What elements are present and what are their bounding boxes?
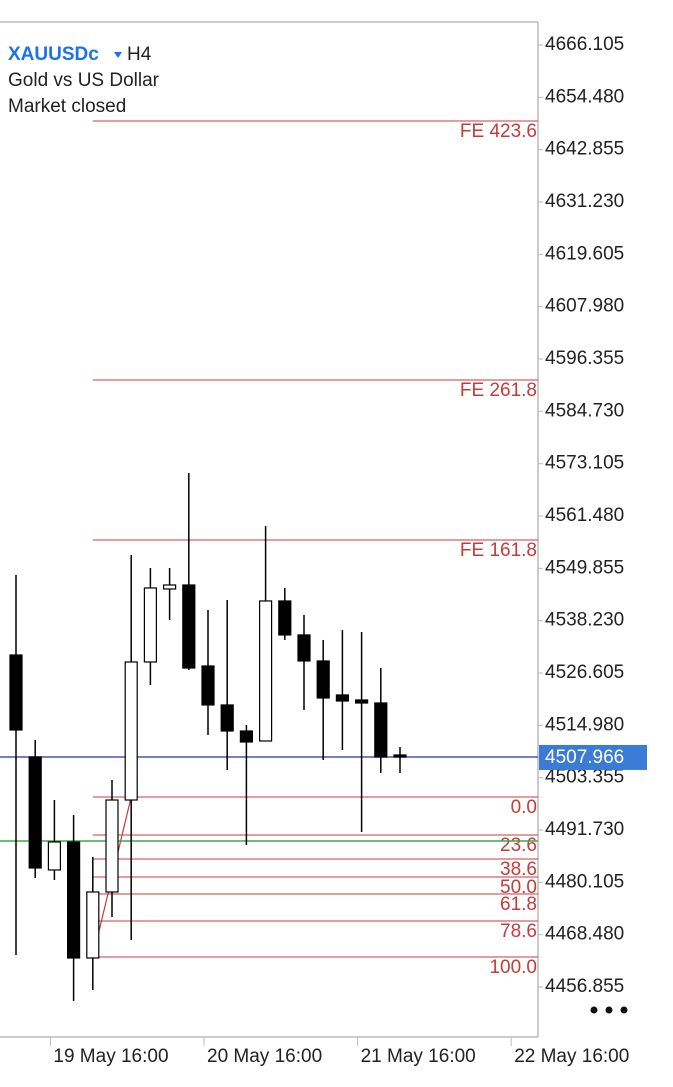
candle-body xyxy=(201,665,215,706)
symbol[interactable]: XAUUSDc xyxy=(8,44,99,65)
y-tick-label: 4642.855 xyxy=(545,139,624,160)
candle-body xyxy=(239,730,253,743)
y-tick-label: 4526.605 xyxy=(545,662,624,683)
fibo-label: 0.0 xyxy=(511,797,537,818)
current-price-box xyxy=(539,744,647,770)
fibo-label: 61.8 xyxy=(500,894,537,915)
candle-body xyxy=(355,699,369,704)
y-tick-label: 4456.855 xyxy=(545,976,624,997)
y-tick-label: 4607.980 xyxy=(545,296,624,317)
fibo-label: FE 261.8 xyxy=(460,380,537,401)
candle-body xyxy=(393,754,407,758)
x-tick-label: 21 May 16:00 xyxy=(361,1046,476,1067)
candle-body xyxy=(220,704,234,732)
candle-body xyxy=(105,799,119,893)
candle-body xyxy=(259,600,273,742)
menu-dot[interactable] xyxy=(620,1006,628,1014)
y-tick-label: 4619.605 xyxy=(545,243,624,264)
y-tick-label: 4584.730 xyxy=(545,400,624,421)
candle-body xyxy=(316,660,330,699)
candle-body xyxy=(66,841,81,959)
fibo-label: 100.0 xyxy=(489,957,537,978)
y-tick-label: 4596.355 xyxy=(545,348,624,369)
candle-body xyxy=(47,841,62,871)
candle-body xyxy=(163,584,177,590)
menu-button[interactable] xyxy=(590,1006,628,1014)
candle-body xyxy=(182,584,196,669)
x-tick-label: 20 May 16:00 xyxy=(207,1046,322,1067)
y-tick-label: 4491.730 xyxy=(545,819,624,840)
y-tick-label: 4654.480 xyxy=(545,86,624,107)
y-tick-label: 4561.480 xyxy=(545,505,624,526)
fibo-label: 50.0 xyxy=(500,877,537,898)
status: Market closed xyxy=(8,96,126,117)
candle-body xyxy=(9,654,23,731)
y-tick-label: 4480.105 xyxy=(545,871,624,892)
candle-body xyxy=(124,661,138,801)
fibo-label: 23.6 xyxy=(500,835,537,856)
candle-body xyxy=(278,600,292,636)
fibo-label: FE 423.6 xyxy=(460,121,537,142)
timeframe[interactable]: H4 xyxy=(127,44,152,65)
fibo-label: 38.6 xyxy=(500,859,537,880)
y-tick-label: 4514.980 xyxy=(545,714,624,735)
y-tick-label: 4666.105 xyxy=(545,34,624,55)
y-tick-label: 4503.355 xyxy=(545,767,624,788)
candle-body xyxy=(297,634,311,662)
candle-body xyxy=(335,694,349,702)
candle-body xyxy=(28,756,42,869)
x-tick-label: 22 May 16:00 xyxy=(514,1046,629,1067)
candle-body xyxy=(143,587,157,663)
menu-dot[interactable] xyxy=(590,1006,598,1014)
current-price-label: 4507.966 xyxy=(545,747,624,768)
fibo-label: FE 161.8 xyxy=(460,540,537,561)
y-tick-label: 4631.230 xyxy=(545,191,624,212)
x-tick-label: 19 May 16:00 xyxy=(53,1046,168,1067)
fibo-label: 78.6 xyxy=(500,921,537,942)
y-tick-label: 4573.105 xyxy=(545,453,624,474)
y-tick-label: 4549.855 xyxy=(545,557,624,578)
plot-area: 0.0 23.6 38.650.061.8 78.6 100.0 FE 161.8 FE 2… xyxy=(0,120,538,1001)
candle-body xyxy=(374,702,388,758)
y-tick-label: 4468.480 xyxy=(545,924,624,945)
candle-body xyxy=(86,891,100,959)
y-tick-label: 4538.230 xyxy=(545,610,624,631)
menu-dot[interactable] xyxy=(605,1006,613,1014)
dropdown-icon[interactable] xyxy=(114,52,122,58)
description: Gold vs US Dollar xyxy=(8,70,160,91)
